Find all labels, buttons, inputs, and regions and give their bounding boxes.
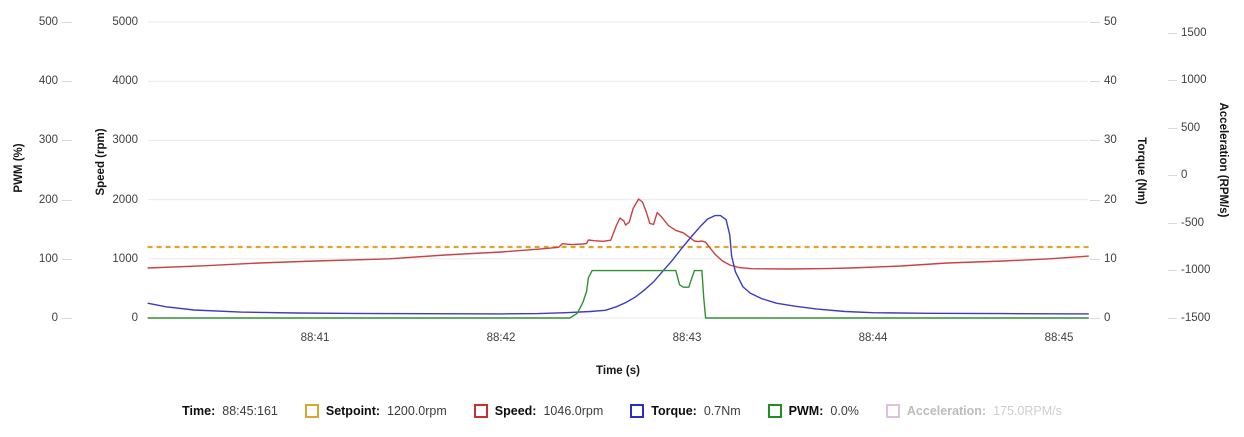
torque-swatch-icon [630,404,645,418]
torque-tick-mark [1090,199,1100,201]
legend-value: 1200.0rpm [387,404,447,418]
acceleration-swatch-icon [885,404,900,418]
pwm-tick-mark [62,318,72,319]
legend-value: 1046.0rpm [543,404,604,418]
torque-series-line [147,214,1089,315]
x-tick-label: 88:41 [300,332,330,344]
accel-tick-label: 1000 [1181,74,1207,87]
legend-item-acceleration[interactable]: Acceleration: 175.0RPM/s [885,404,1062,418]
x-tick-label: 88:44 [858,332,888,344]
torque-axis-title: Torque (Nm) [1135,137,1147,205]
torque-tick-mark [1090,258,1100,260]
speed-series-line [147,198,1089,270]
legend-label: Time: [182,404,216,418]
speed-tick-label: 2000 [112,193,138,206]
accel-tick-label: -1500 [1181,312,1211,324]
legend-value: 88:45:161 [222,404,278,418]
accel-tick-label: 0 [1181,169,1188,182]
legend-value: 0.0% [830,404,859,418]
acceleration-axis-title: Acceleration (RPM/s) [1217,102,1229,218]
pwm-tick-label: 300 [38,134,58,147]
legend-item-torque[interactable]: Torque: 0.7Nm [630,404,741,418]
pwm-tick-label: 500 [38,16,58,28]
pwm-tick-mark [62,140,72,142]
accel-tick-label: 500 [1181,121,1201,134]
torque-tick-label: 20 [1104,193,1117,206]
x-tick-label: 88:42 [486,332,516,344]
pwm-series-line [147,269,1089,319]
torque-tick-mark [1090,22,1100,23]
accel-tick-mark [1168,127,1177,129]
speed-tick-label: 5000 [112,16,138,28]
legend-label: Torque: [651,404,697,418]
legend-label: Setpoint: [325,404,381,418]
accel-tick-mark [1168,318,1177,319]
speed-tick-label: 1000 [112,252,138,265]
legend-item-speed[interactable]: Speed: 1046.0rpm [473,404,604,418]
legend-label: Speed: [494,404,537,418]
legend-item-setpoint[interactable]: Setpoint: 1200.0rpm [304,404,447,418]
x-tick-label: 88:43 [672,332,702,344]
x-axis-title: Time (s) [596,365,640,377]
torque-tick-mark [1090,81,1100,83]
torque-tick-label: 40 [1104,75,1117,88]
pwm-tick-mark [62,22,72,23]
legend-item-pwm[interactable]: PWM: 0.0% [767,404,859,418]
speed-swatch-icon [473,404,488,418]
pwm-tick-label: 400 [38,75,58,88]
torque-tick-mark [1090,140,1100,142]
speed-tick-label: 3000 [112,134,138,147]
legend-value: 175.0RPM/s [993,404,1062,418]
pwm-tick-mark [62,199,72,201]
x-tick-label: 88:45 [1044,332,1074,344]
torque-tick-mark [1090,318,1100,319]
pwm-tick-label: 0 [51,312,58,324]
pwm-tick-mark [62,81,72,83]
accel-tick-mark [1168,80,1177,82]
accel-tick-label: 1500 [1181,26,1207,39]
speed-tick-label: 4000 [112,75,138,88]
pwm-swatch-icon [767,404,782,418]
torque-tick-label: 0 [1104,312,1111,324]
setpoint-swatch-icon [304,404,319,418]
accel-tick-mark [1168,270,1177,272]
pwm-tick-mark [62,258,72,260]
torque-tick-label: 50 [1104,16,1117,28]
accel-tick-label: -500 [1181,216,1205,229]
pwm-tick-label: 200 [38,193,58,206]
pwm-tick-label: 100 [38,252,58,265]
legend-label: Acceleration: [906,404,987,418]
legend-value: 0.7Nm [703,404,741,418]
legend-item-time: Time: 88:45:161 [182,404,278,418]
chart-legend: Time: 88:45:161 Setpoint: 1200.0rpm Speed: 10… [0,404,1244,418]
torque-tick-label: 10 [1104,252,1117,265]
accel-tick-mark [1168,175,1177,177]
speed-tick-label: 0 [131,312,138,324]
torque-tick-label: 30 [1104,134,1117,147]
pwm-axis-title: PWM (%) [13,143,25,193]
accel-tick-label: -1000 [1181,264,1211,277]
accel-tick-mark [1168,32,1177,34]
legend-label: PWM: [788,404,824,418]
accel-tick-mark [1168,222,1177,224]
